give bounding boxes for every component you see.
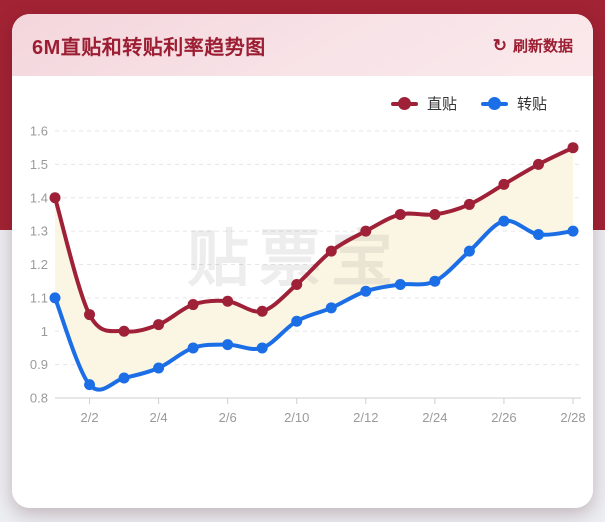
data-point-zhitie <box>222 295 234 307</box>
x-axis-label: 2/6 <box>219 410 237 425</box>
page-title: 6M直贴和转贴利率趋势图 <box>32 36 266 59</box>
legend-item-zhuantie[interactable]: 转贴 <box>480 93 547 114</box>
refresh-label: 刷新数据 <box>512 37 573 55</box>
data-point-zhitie <box>256 305 268 317</box>
y-axis-label: 1.2 <box>30 257 48 272</box>
data-point-zhitie <box>567 142 579 154</box>
x-axis-label: 2/10 <box>284 410 309 425</box>
refresh-data-button[interactable]: ↻ 刷新数据 <box>493 35 573 56</box>
data-point-zhuantie <box>532 228 544 240</box>
refresh-icon: ↻ <box>492 35 507 55</box>
data-point-zhitie <box>187 299 199 311</box>
data-point-zhuantie <box>429 275 441 287</box>
data-point-zhuantie <box>153 362 165 374</box>
data-point-zhitie <box>360 225 372 237</box>
data-point-zhitie <box>153 319 165 331</box>
data-point-zhitie <box>84 309 96 321</box>
trend-chart[interactable]: 1.6 1.5 1.4 1.3 1.2 1.1 1 0.9 0.8 2/2 2/4 2/6 2/10 2/… <box>12 76 593 508</box>
data-point-zhuantie <box>187 342 199 354</box>
y-axis-label: 1 <box>41 324 48 339</box>
data-point-zhitie <box>291 279 303 291</box>
data-point-zhitie <box>463 198 475 210</box>
data-point-zhitie <box>325 245 337 257</box>
y-axis-label: 1.5 <box>30 157 48 172</box>
data-point-zhitie <box>498 178 510 190</box>
data-point-zhuantie <box>325 302 337 314</box>
data-point-zhuantie <box>222 339 234 351</box>
data-point-zhuantie <box>463 245 475 257</box>
legend-label-zhitie: 直贴 <box>426 96 457 113</box>
data-point-zhuantie <box>256 342 268 354</box>
data-point-zhuantie <box>498 215 510 227</box>
zhuantie-line-marker-icon <box>480 97 508 110</box>
chart-legend: 直贴 转贴 <box>390 93 547 114</box>
data-point-zhuantie <box>118 372 130 384</box>
trend-card: 6M直贴和转贴利率趋势图 ↻ 刷新数据 直贴 转贴 1.6 1.5 1.4 1.3 1.… <box>12 14 593 508</box>
legend-item-zhitie[interactable]: 直贴 <box>390 93 457 114</box>
data-point-zhuantie <box>567 225 579 237</box>
y-axis-label: 1.6 <box>30 124 48 139</box>
data-point-zhuantie <box>84 379 96 391</box>
data-point-zhitie <box>394 208 406 220</box>
chart-region: 直贴 转贴 1.6 1.5 1.4 1.3 1.2 1.1 1 0.9 0.8 2/2 2/4 2/6… <box>12 76 593 508</box>
x-axis-label: 2/12 <box>353 410 378 425</box>
y-axis-label: 0.8 <box>30 391 48 406</box>
card-header: 6M直贴和转贴利率趋势图 ↻ 刷新数据 <box>12 14 593 76</box>
data-point-zhuantie <box>360 285 372 297</box>
series-line-zhuantie <box>53 218 575 392</box>
zhitie-line-marker-icon <box>390 97 418 110</box>
data-point-zhuantie <box>394 279 406 291</box>
x-axis-label: 2/26 <box>491 410 516 425</box>
data-point-zhitie <box>532 158 544 170</box>
y-axis-label: 1.3 <box>30 224 48 239</box>
data-point-zhuantie <box>49 292 61 304</box>
x-axis-label: 2/2 <box>80 410 98 425</box>
y-axis-label: 0.9 <box>30 357 48 372</box>
x-axis-label: 2/24 <box>422 410 447 425</box>
data-point-zhitie <box>49 192 61 204</box>
data-point-zhuantie <box>291 315 303 327</box>
x-axis-label: 2/28 <box>560 410 585 425</box>
legend-label-zhuantie: 转贴 <box>516 96 547 113</box>
y-axis-label: 1.1 <box>30 290 48 305</box>
y-axis-label: 1.4 <box>30 190 48 205</box>
data-point-zhitie <box>118 325 130 337</box>
x-axis-label: 2/4 <box>150 410 168 425</box>
data-point-zhitie <box>429 208 441 220</box>
